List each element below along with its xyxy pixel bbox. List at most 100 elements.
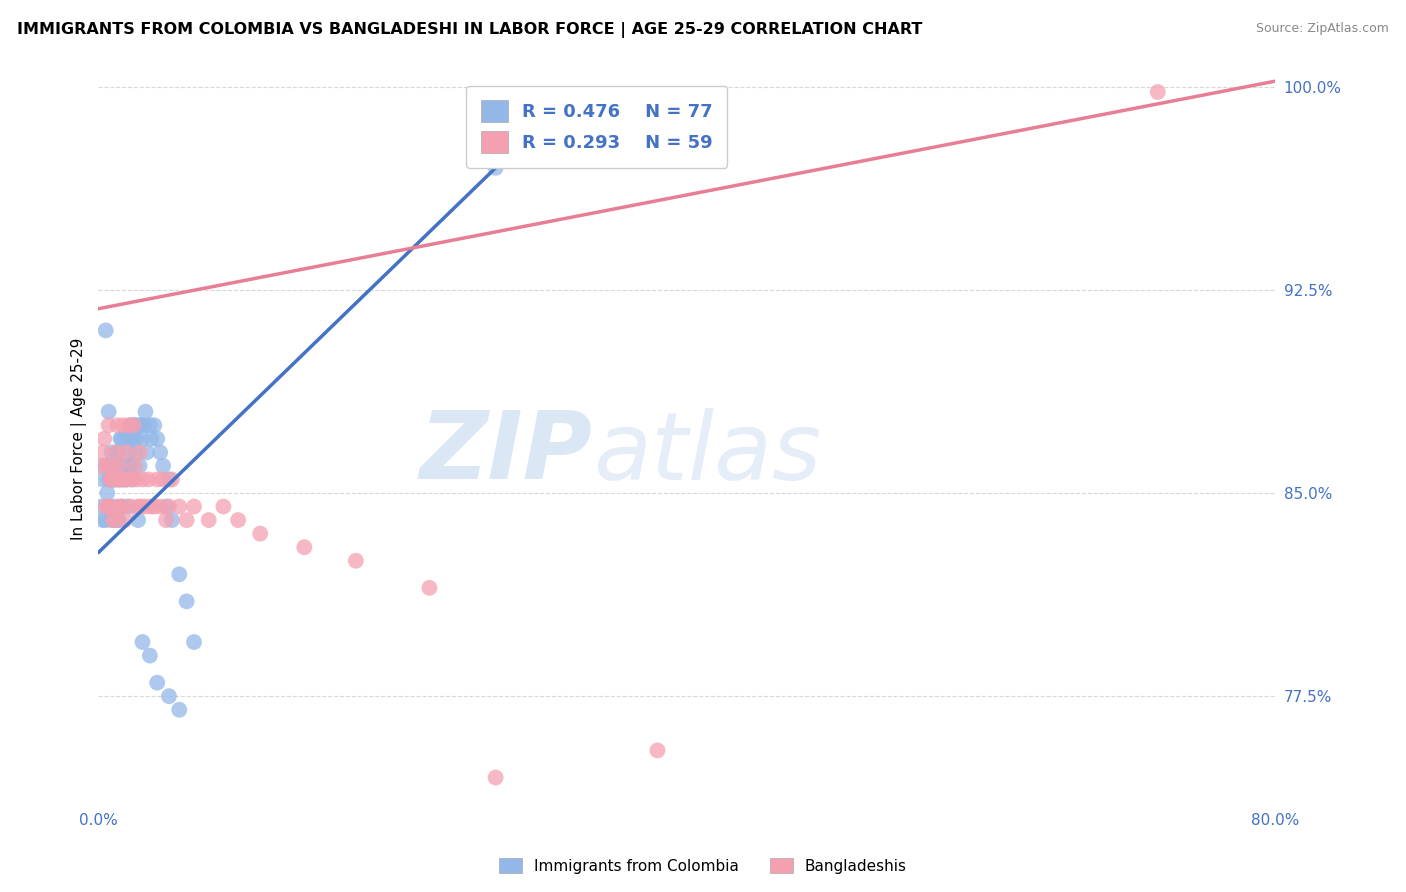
Point xyxy=(117,458,139,473)
Point xyxy=(127,513,149,527)
Point xyxy=(155,500,177,514)
Point xyxy=(138,472,160,486)
Point xyxy=(108,472,131,486)
Point xyxy=(108,513,131,527)
Point xyxy=(93,432,115,446)
Point xyxy=(157,500,180,514)
Point xyxy=(124,458,146,473)
Point xyxy=(94,500,117,514)
Point xyxy=(131,472,153,486)
Point xyxy=(114,432,136,446)
Legend: Immigrants from Colombia, Bangladeshis: Immigrants from Colombia, Bangladeshis xyxy=(494,852,912,880)
Point xyxy=(121,472,143,486)
Point xyxy=(110,458,132,473)
Point xyxy=(127,418,149,433)
Point xyxy=(121,472,143,486)
Point xyxy=(107,418,129,433)
Point xyxy=(141,432,163,446)
Point xyxy=(122,418,145,433)
Point xyxy=(111,432,134,446)
Point xyxy=(107,445,129,459)
Point xyxy=(112,418,135,433)
Point xyxy=(122,418,145,433)
Point xyxy=(146,675,169,690)
Point xyxy=(97,405,120,419)
Point xyxy=(141,500,163,514)
Point xyxy=(103,500,125,514)
Point xyxy=(97,472,120,486)
Point xyxy=(120,458,142,473)
Point xyxy=(183,500,205,514)
Point xyxy=(110,432,132,446)
Point xyxy=(135,445,157,459)
Point xyxy=(114,472,136,486)
Point xyxy=(120,500,142,514)
Point xyxy=(485,161,508,175)
Point xyxy=(124,418,146,433)
Point xyxy=(105,513,128,527)
Point xyxy=(90,458,112,473)
Text: ZIP: ZIP xyxy=(420,408,593,500)
Point xyxy=(157,690,180,704)
Point xyxy=(344,554,367,568)
Point xyxy=(134,405,156,419)
Point xyxy=(111,472,134,486)
Point xyxy=(118,445,141,459)
Point xyxy=(111,500,134,514)
Point xyxy=(131,635,153,649)
Point xyxy=(115,445,138,459)
Point xyxy=(101,472,124,486)
Point xyxy=(143,418,166,433)
Point xyxy=(105,513,128,527)
Point xyxy=(100,445,122,459)
Point xyxy=(112,472,135,486)
Point xyxy=(292,540,315,554)
Point xyxy=(107,513,129,527)
Point xyxy=(98,472,121,486)
Point xyxy=(98,472,121,486)
Point xyxy=(110,458,132,473)
Point xyxy=(96,458,118,473)
Point xyxy=(485,771,508,785)
Point xyxy=(125,472,148,486)
Y-axis label: In Labor Force | Age 25-29: In Labor Force | Age 25-29 xyxy=(72,337,87,540)
Point xyxy=(114,472,136,486)
Point xyxy=(176,594,198,608)
Point xyxy=(197,513,219,527)
Point xyxy=(169,703,191,717)
Point xyxy=(96,458,118,473)
Point xyxy=(129,418,152,433)
Point xyxy=(91,513,114,527)
Point xyxy=(97,500,120,514)
Point xyxy=(91,472,114,486)
Point xyxy=(226,513,249,527)
Point xyxy=(107,472,129,486)
Point xyxy=(160,472,183,486)
Point xyxy=(105,445,128,459)
Point xyxy=(117,472,139,486)
Point xyxy=(112,458,135,473)
Point xyxy=(103,472,125,486)
Point xyxy=(97,418,120,433)
Point xyxy=(101,513,124,527)
Point xyxy=(96,486,118,500)
Point xyxy=(183,635,205,649)
Point xyxy=(176,513,198,527)
Point xyxy=(149,445,172,459)
Point xyxy=(143,500,166,514)
Point xyxy=(139,418,162,433)
Point xyxy=(100,472,122,486)
Point xyxy=(146,432,169,446)
Point xyxy=(108,472,131,486)
Point xyxy=(157,472,180,486)
Point xyxy=(131,432,153,446)
Point xyxy=(117,500,139,514)
Point xyxy=(90,500,112,514)
Point xyxy=(94,323,117,337)
Point xyxy=(169,500,191,514)
Point xyxy=(129,500,152,514)
Point xyxy=(160,513,183,527)
Point xyxy=(91,445,114,459)
Point xyxy=(128,445,150,459)
Point xyxy=(98,500,121,514)
